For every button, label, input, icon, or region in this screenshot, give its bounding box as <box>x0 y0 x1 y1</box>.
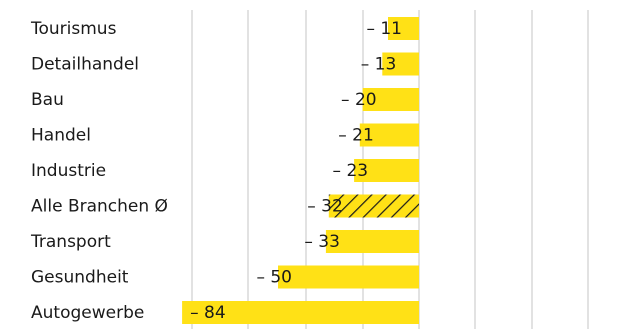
value-label: – 23 <box>333 161 369 181</box>
category-label: Bau <box>31 90 64 110</box>
value-label: – 84 <box>190 303 226 323</box>
value-labels: – 11 – 13 – 20 – 21 – 23 – 32 – 33 – 50 – 84 <box>190 19 402 323</box>
value-label: – 20 <box>341 90 377 110</box>
category-label: Detailhandel <box>31 55 139 75</box>
bar <box>278 265 419 289</box>
bar <box>388 17 419 40</box>
category-label: Tourismus <box>30 19 117 39</box>
bar <box>325 230 419 253</box>
value-label: – 11 <box>366 19 402 39</box>
category-label: Gesundheit <box>31 268 129 288</box>
value-label: – 50 <box>256 268 292 288</box>
bar <box>328 194 419 218</box>
bars <box>182 17 419 324</box>
bar <box>359 123 419 147</box>
category-labels: Tourismus Detailhandel Bau Handel Industrie A… <box>30 19 168 323</box>
bar <box>182 301 419 324</box>
category-label: Autogewerbe <box>31 303 144 323</box>
category-label: Transport <box>30 232 111 252</box>
value-label: – 32 <box>307 197 343 217</box>
value-label: – 21 <box>338 126 374 146</box>
category-label: Alle Branchen Ø <box>31 197 168 217</box>
bar <box>382 52 419 76</box>
category-label: Industrie <box>31 161 106 181</box>
bar <box>354 159 419 182</box>
bar <box>362 88 419 111</box>
category-label: Handel <box>31 126 91 146</box>
value-label: – 13 <box>361 55 397 75</box>
value-label: – 33 <box>304 232 340 252</box>
